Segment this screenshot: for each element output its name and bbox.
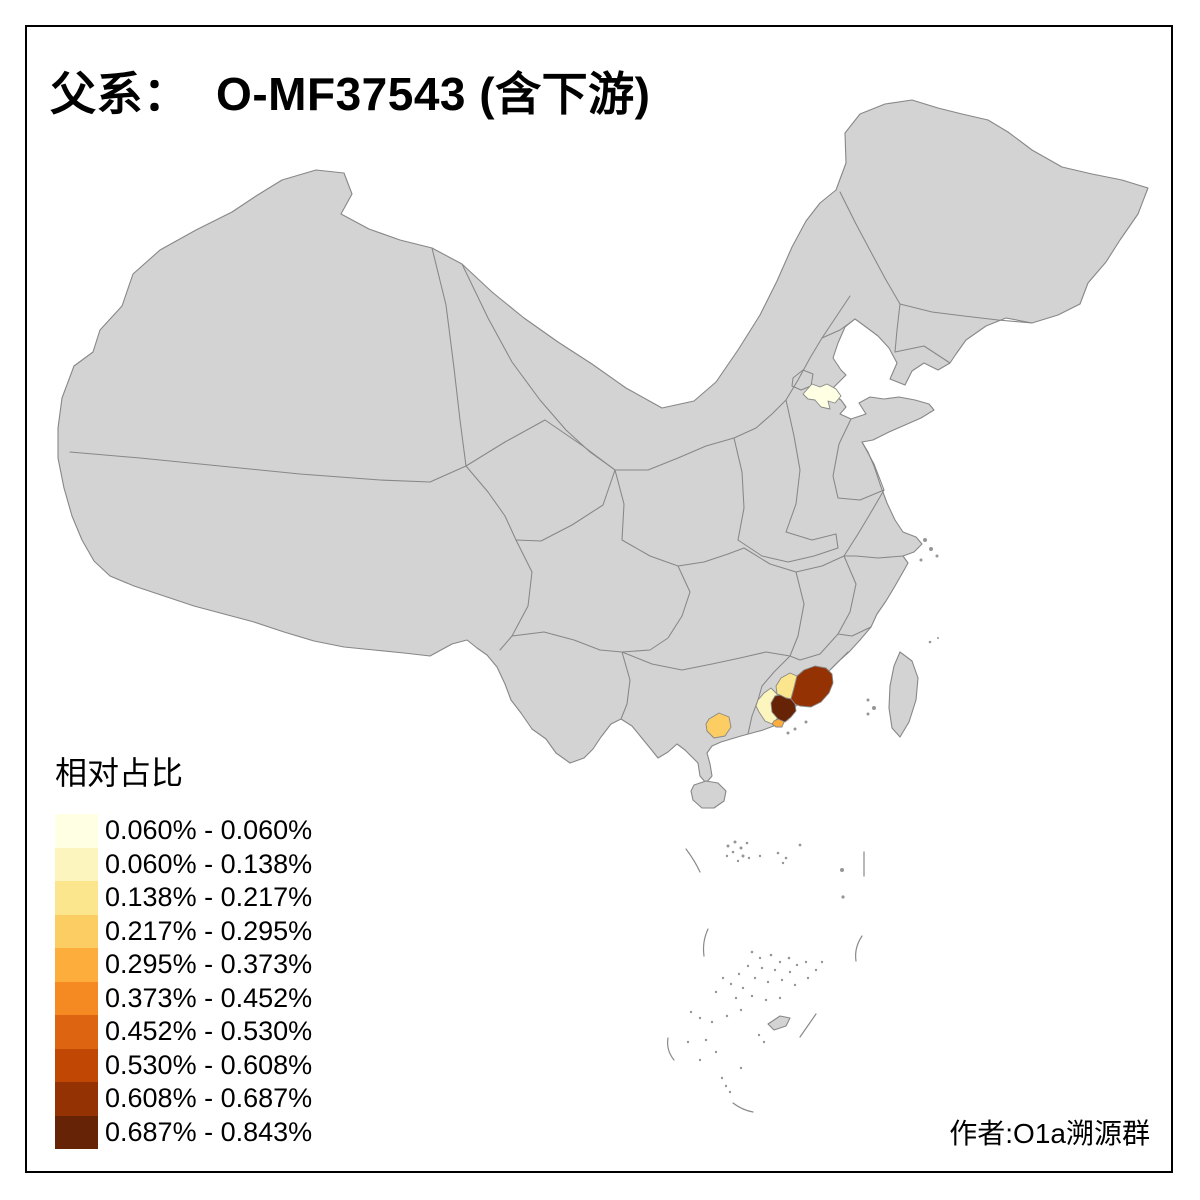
highlight-region-4 bbox=[705, 712, 732, 739]
legend: 相对占比 0.060% - 0.060% 0.060% - 0.138% 0.1… bbox=[55, 748, 312, 1149]
hainan-island bbox=[690, 780, 727, 809]
legend-swatch bbox=[55, 1048, 98, 1082]
legend-label: 0.060% - 0.060% bbox=[105, 815, 313, 845]
legend-swatch bbox=[55, 1082, 98, 1116]
legend-item: 0.373% - 0.452% bbox=[55, 981, 313, 1015]
figure-title: 父系： O-MF37543 (含下游) bbox=[50, 68, 651, 120]
legend-label: 0.608% - 0.687% bbox=[105, 1083, 313, 1113]
legend-swatch bbox=[55, 881, 98, 915]
islands bbox=[667, 538, 939, 1113]
legend-title: 相对占比 bbox=[55, 755, 184, 791]
legend-swatch bbox=[55, 814, 98, 848]
legend-item: 0.687% - 0.843% bbox=[55, 1115, 313, 1149]
province-borders bbox=[69, 191, 1033, 735]
legend-item: 0.138% - 0.217% bbox=[55, 881, 312, 915]
legend-item: 0.060% - 0.060% bbox=[55, 814, 312, 848]
legend-item: 0.295% - 0.373% bbox=[55, 948, 312, 982]
taiwan-island bbox=[888, 651, 919, 738]
legend-item: 0.608% - 0.687% bbox=[55, 1082, 312, 1116]
spratly-main-islet bbox=[767, 1015, 791, 1031]
legend-label: 0.138% - 0.217% bbox=[105, 882, 313, 912]
legend-item: 0.060% - 0.138% bbox=[55, 847, 313, 881]
legend-item: 0.530% - 0.608% bbox=[55, 1048, 313, 1082]
legend-swatch bbox=[55, 914, 98, 948]
highlight-region-6 bbox=[790, 665, 834, 708]
legend-swatch bbox=[55, 981, 98, 1015]
highlight-region-7 bbox=[770, 694, 797, 723]
legend-label: 0.295% - 0.373% bbox=[105, 949, 313, 979]
legend-label: 0.452% - 0.530% bbox=[105, 1016, 313, 1046]
legend-label: 0.060% - 0.138% bbox=[105, 848, 313, 879]
highlight-region-1 bbox=[802, 383, 842, 410]
legend-swatch bbox=[55, 847, 98, 881]
legend-swatch bbox=[55, 948, 98, 982]
legend-swatch bbox=[55, 1015, 98, 1049]
legend-label: 0.217% - 0.295% bbox=[105, 915, 313, 946]
highlight-regions bbox=[705, 383, 842, 739]
legend-swatch bbox=[55, 1115, 98, 1149]
legend-item: 0.217% - 0.295% bbox=[55, 914, 313, 948]
legend-label: 0.373% - 0.452% bbox=[105, 982, 313, 1013]
legend-label: 0.530% - 0.608% bbox=[105, 1049, 313, 1080]
author-credit: 作者:O1a溯源群 bbox=[949, 1118, 1150, 1149]
legend-item: 0.452% - 0.530% bbox=[55, 1015, 312, 1049]
mainland-outline bbox=[57, 99, 1149, 784]
legend-label: 0.687% - 0.843% bbox=[105, 1116, 313, 1147]
